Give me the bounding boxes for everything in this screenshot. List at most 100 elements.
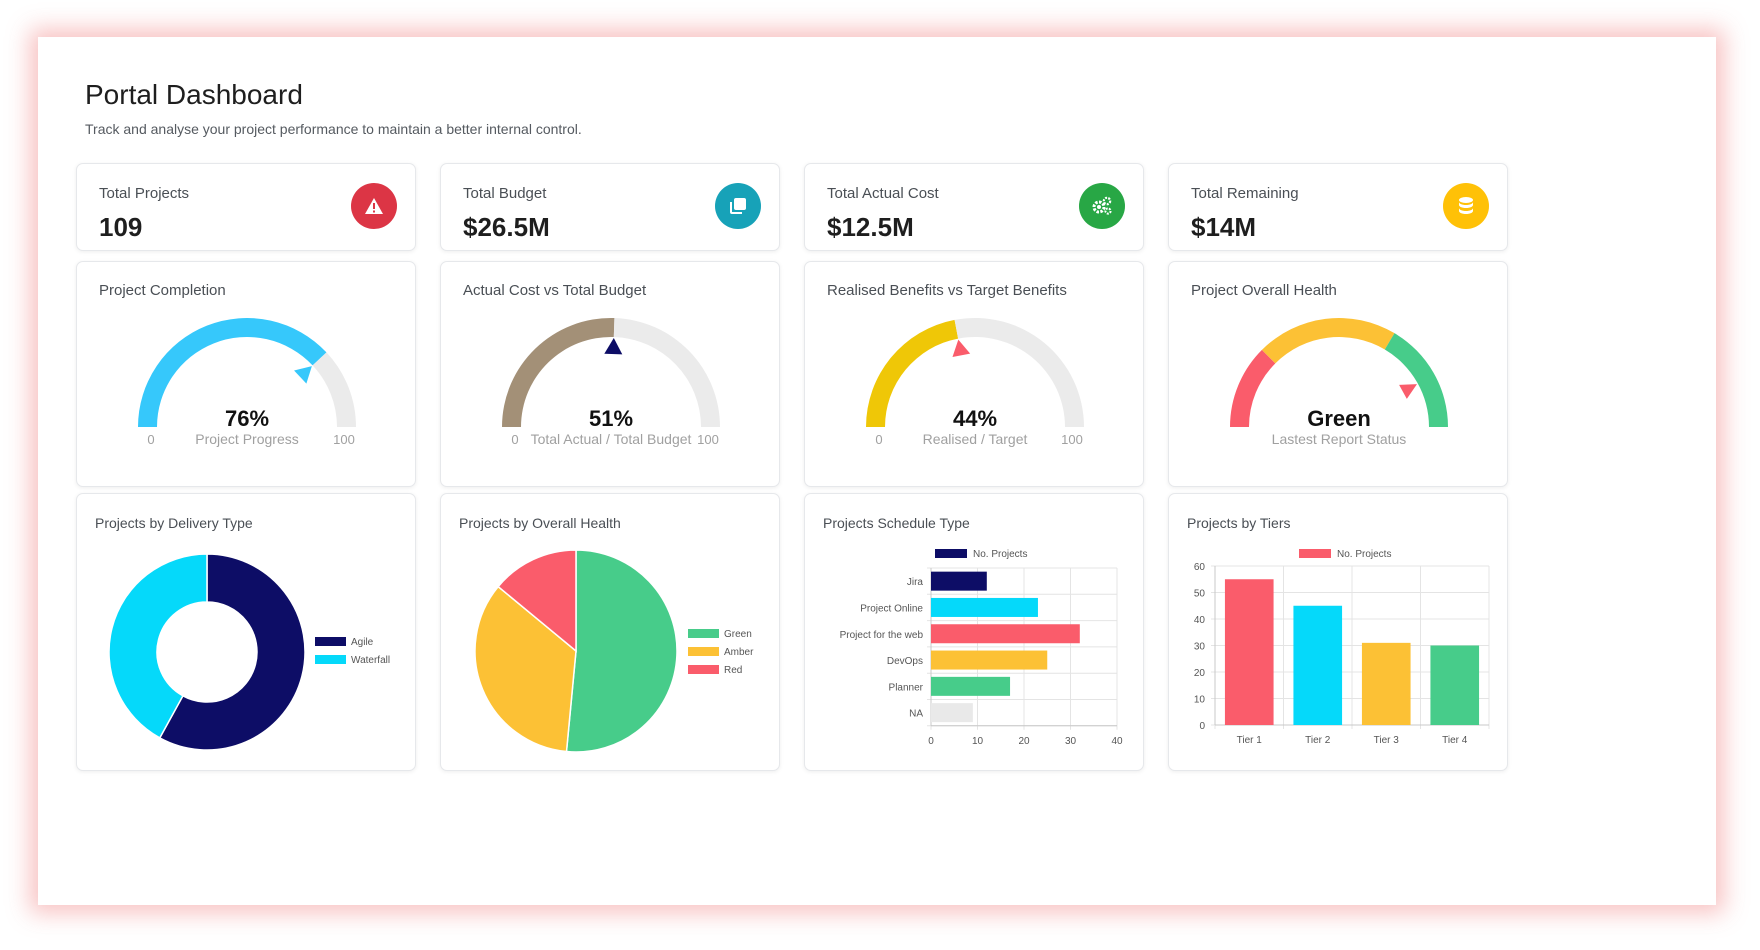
x-tick-label: 0 <box>928 736 934 747</box>
gauge-track-arc <box>954 318 1084 427</box>
gauge-min-label: 0 <box>875 432 882 447</box>
kpi-card-total-remaining[interactable]: Total Remaining $14M <box>1168 163 1508 251</box>
gauge-fill-arc <box>866 319 959 427</box>
legend-swatch <box>688 647 719 656</box>
gauge-max-label: 100 <box>333 432 355 447</box>
page-title: Portal Dashboard <box>85 79 303 110</box>
gauge-fill-arc <box>502 317 615 427</box>
warning-icon <box>351 183 397 229</box>
gauge-min-label: 0 <box>147 432 154 447</box>
x-tick-label: 30 <box>1065 736 1077 747</box>
slice-amber <box>474 585 577 753</box>
legend-label: Amber <box>724 647 754 658</box>
kpi-value: $12.5M <box>827 212 914 242</box>
legend-label: No. Projects <box>1337 549 1391 560</box>
kpi-label: Total Budget <box>463 185 547 202</box>
page-subtitle: Track and analyse your project performan… <box>85 121 582 137</box>
x-tick-label: Tier 3 <box>1374 735 1400 746</box>
gauge-card-realised-benefits[interactable]: Realised Benefits vs Target Benefits 44%… <box>804 261 1144 487</box>
bar-tier-4 <box>1430 645 1480 725</box>
horizontal-bar-chart: No. Projects 0 10 20 30 40 Jira Project Online P… <box>840 549 1123 747</box>
x-tick-label: 40 <box>1111 736 1123 747</box>
card-title: Project Completion <box>99 282 226 299</box>
legend-swatch <box>315 655 346 664</box>
kpi-card-total-projects[interactable]: Total Projects 109 <box>76 163 416 251</box>
health-segment-amber <box>1261 318 1395 364</box>
gauge-caption: Realised / Target <box>923 431 1028 447</box>
gauge-caption: Project Progress <box>195 431 298 447</box>
slice-waterfall <box>108 553 208 739</box>
bar-project-for-the-web <box>931 624 1080 644</box>
card-title: Projects Schedule Type <box>823 515 970 531</box>
gauge-max-label: 100 <box>1061 432 1083 447</box>
kpi-label: Total Remaining <box>1191 185 1299 202</box>
bar-tier-2 <box>1293 605 1343 725</box>
kpi-label: Total Actual Cost <box>827 185 939 202</box>
gauge-track-arc <box>613 318 720 427</box>
health-value: Green <box>1307 406 1371 431</box>
card-title: Projects by Overall Health <box>459 515 621 531</box>
kpi-value: 109 <box>99 212 143 242</box>
legend-label: Red <box>724 665 742 676</box>
x-tick-label: Tier 1 <box>1237 735 1263 746</box>
gauge-track-arc <box>312 352 356 427</box>
kpi-label: Total Projects <box>99 185 190 202</box>
kpi-card-total-budget[interactable]: Total Budget $26.5M <box>440 163 780 251</box>
chart-card-schedule-type[interactable]: Projects Schedule Type No. Projects 0 10 20… <box>804 493 1144 771</box>
x-tick-label: Tier 2 <box>1305 735 1331 746</box>
x-tick-label: Tier 4 <box>1442 735 1468 746</box>
health-pointer <box>1399 384 1417 399</box>
chart-card-delivery-type[interactable]: Projects by Delivery Type Agile Waterfall <box>76 493 416 771</box>
gauge-value: 51% <box>589 406 633 431</box>
legend-swatch <box>935 549 967 558</box>
x-tick-label: 10 <box>972 736 984 747</box>
legend-swatch <box>688 665 719 674</box>
gauge-max-label: 100 <box>697 432 719 447</box>
y-tick-label: 10 <box>1194 695 1206 706</box>
bar-na <box>931 703 973 723</box>
gauge-fill-arc <box>138 318 327 427</box>
vertical-bar-chart: No. Projects 0 10 20 30 40 50 60 Tier 1 Tier 2 Tie… <box>1194 549 1490 746</box>
database-icon <box>1443 183 1489 229</box>
card-title: Project Overall Health <box>1191 282 1337 299</box>
y-tick-label: Jira <box>907 577 924 588</box>
y-tick-label: 60 <box>1194 562 1206 573</box>
bar-project-online <box>931 597 1038 617</box>
bar-devops <box>931 650 1048 670</box>
y-tick-label: 50 <box>1194 589 1206 600</box>
chart-card-tiers[interactable]: Projects by Tiers No. Projects 0 10 20 30 40 5… <box>1168 493 1508 771</box>
health-caption: Lastest Report Status <box>1272 431 1407 447</box>
y-tick-label: 0 <box>1199 721 1205 732</box>
bar-planner <box>931 676 1011 696</box>
slice-red <box>497 549 577 653</box>
gauge-pointer <box>952 339 971 357</box>
kpi-value: $26.5M <box>463 212 550 242</box>
gauge-min-label: 0 <box>511 432 518 447</box>
card-title: Realised Benefits vs Target Benefits <box>827 282 1067 299</box>
card-title: Projects by Delivery Type <box>95 515 253 531</box>
legend-swatch <box>688 629 719 638</box>
gauge-pointer <box>604 338 623 355</box>
card-title: Actual Cost vs Total Budget <box>463 282 647 299</box>
kpi-card-total-actual-cost[interactable]: Total Actual Cost $12.5M <box>804 163 1144 251</box>
gauge-chart: 44%Realised / Target 0 100 <box>866 318 1084 447</box>
gauge-card-actual-cost-vs-budget[interactable]: Actual Cost vs Total Budget 51% Total Act… <box>440 261 780 487</box>
gauge-pointer <box>294 366 312 384</box>
gauge-card-project-completion[interactable]: Project Completion 76% Project Progress 0 1… <box>76 261 416 487</box>
gauge-caption: Total Actual / Total Budget <box>531 431 692 447</box>
x-tick-label: 20 <box>1018 736 1030 747</box>
legend-label: Waterfall <box>351 655 390 666</box>
y-tick-label: Project for the web <box>840 630 924 641</box>
chart-card-overall-health[interactable]: Projects by Overall Health Green Amber Red <box>440 493 780 771</box>
y-tick-label: 40 <box>1194 615 1206 626</box>
slice-agile <box>158 553 306 751</box>
gauge-chart: 76%Project Progress 0 100 <box>138 318 356 447</box>
gauge-card-overall-health[interactable]: Project Overall Health Green Lastest Repo… <box>1168 261 1508 487</box>
copy-icon <box>715 183 761 229</box>
y-tick-label: Project Online <box>860 603 923 614</box>
y-tick-label: DevOps <box>887 656 923 667</box>
y-tick-label: NA <box>909 709 923 720</box>
bar-tier-1 <box>1224 579 1274 725</box>
y-tick-label: 20 <box>1194 668 1206 679</box>
